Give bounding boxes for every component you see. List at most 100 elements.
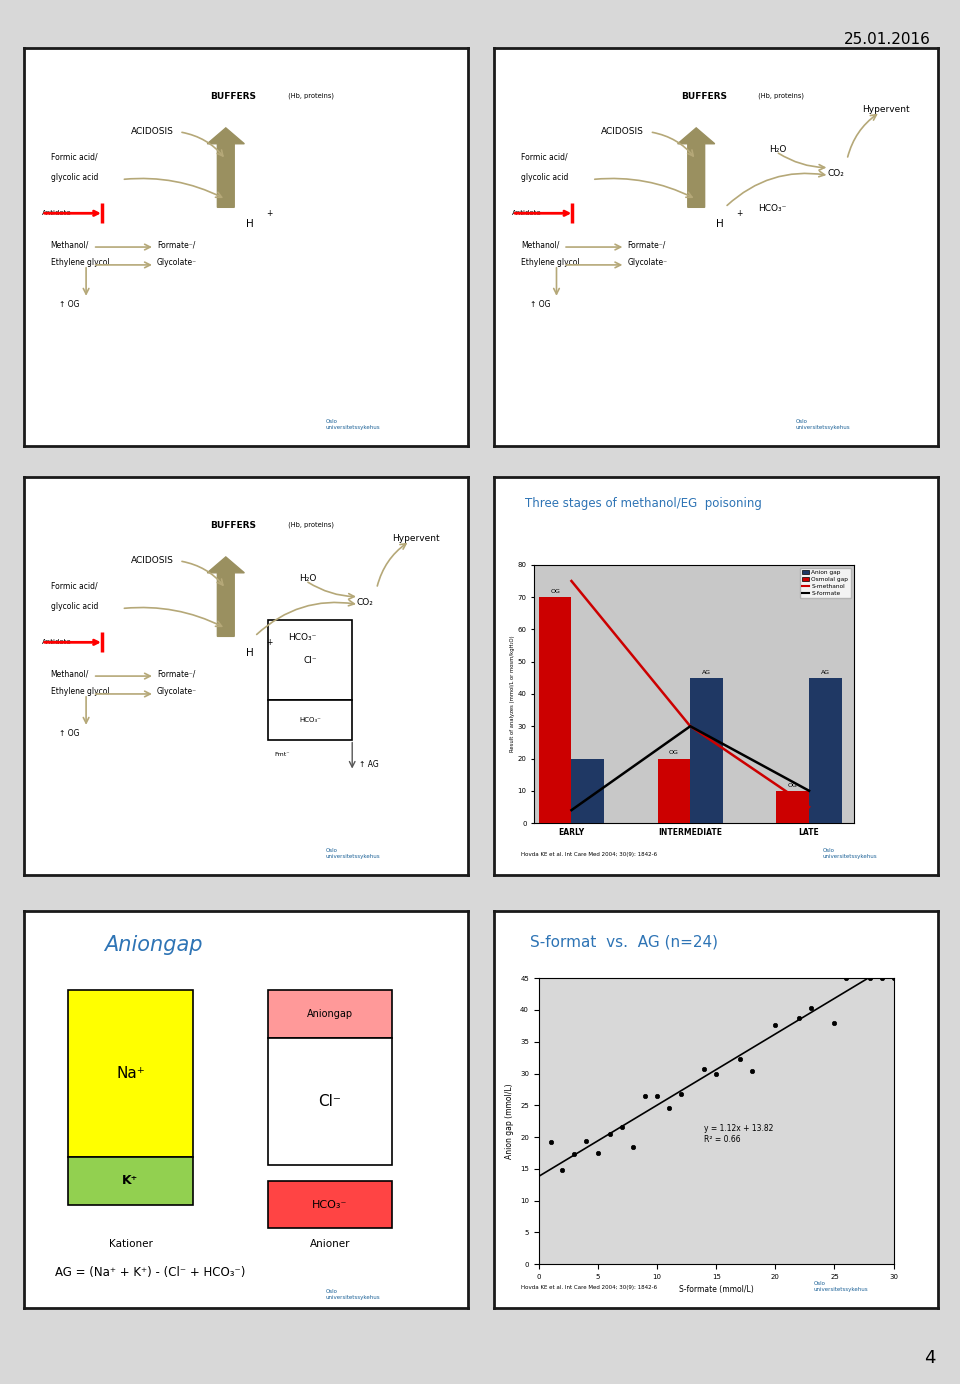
Y-axis label: Anion gap (mmol/L): Anion gap (mmol/L) — [506, 1084, 515, 1158]
Text: Oslo
universitetssykehus: Oslo universitetssykehus — [325, 418, 380, 430]
Point — [602, 1122, 617, 1145]
Text: Ethylene glycol: Ethylene glycol — [521, 257, 580, 267]
FancyArrow shape — [207, 556, 245, 637]
Point — [566, 1143, 582, 1165]
Bar — [68, 990, 193, 1157]
Text: OG: OG — [550, 590, 560, 594]
Text: AG: AG — [702, 670, 711, 674]
Text: Hypervent: Hypervent — [392, 534, 440, 543]
Bar — [571, 758, 604, 823]
Text: (Hb, proteins): (Hb, proteins) — [286, 522, 334, 529]
Text: Formic acid/: Formic acid/ — [51, 152, 97, 162]
Text: Formate⁻/: Formate⁻/ — [628, 239, 666, 249]
Text: CO₂: CO₂ — [357, 598, 373, 606]
Text: Antidote: Antidote — [512, 210, 541, 216]
Text: Aniongap: Aniongap — [307, 1009, 353, 1019]
Bar — [809, 678, 842, 823]
FancyArrow shape — [678, 127, 715, 208]
Bar — [539, 597, 571, 823]
Text: Formate⁻/: Formate⁻/ — [157, 239, 196, 249]
Text: CO₂: CO₂ — [828, 169, 844, 177]
Text: Oslo
universitetssykehus: Oslo universitetssykehus — [325, 847, 380, 859]
Point — [827, 1012, 842, 1034]
Text: H: H — [246, 219, 253, 230]
Text: Na⁺: Na⁺ — [116, 1066, 145, 1081]
Point — [649, 1085, 664, 1107]
Text: Antidote: Antidote — [41, 210, 71, 216]
Text: H: H — [716, 219, 724, 230]
Text: +: + — [736, 209, 742, 219]
Point — [862, 967, 877, 990]
Text: ↑ AG: ↑ AG — [359, 760, 378, 770]
Y-axis label: Result of analyzes (mmol/L or mosm/kgH₂O): Result of analyzes (mmol/L or mosm/kgH₂O… — [510, 635, 515, 753]
Text: HCO₃⁻: HCO₃⁻ — [288, 634, 316, 642]
Point — [732, 1048, 748, 1070]
Text: ↑ OG: ↑ OG — [60, 299, 80, 309]
Text: (Hb, proteins): (Hb, proteins) — [756, 93, 804, 100]
Text: +: + — [266, 209, 272, 219]
Text: Ethylene glycol: Ethylene glycol — [51, 257, 109, 267]
Bar — [268, 700, 352, 739]
Text: H: H — [246, 648, 253, 659]
Text: y = 1.12x + 13.82
R² = 0.66: y = 1.12x + 13.82 R² = 0.66 — [705, 1124, 774, 1143]
Bar — [268, 1038, 392, 1165]
Point — [673, 1082, 688, 1104]
Text: Aniongap: Aniongap — [104, 934, 203, 955]
Text: Formate⁻/: Formate⁻/ — [157, 668, 196, 678]
Text: Fmt⁻: Fmt⁻ — [275, 752, 290, 757]
Text: HCO₃⁻: HCO₃⁻ — [758, 205, 786, 213]
Text: Cl⁻: Cl⁻ — [319, 1093, 342, 1109]
Text: AG = (Na⁺ + K⁺) - (Cl⁻ + HCO₃⁻): AG = (Na⁺ + K⁺) - (Cl⁻ + HCO₃⁻) — [55, 1265, 246, 1279]
Text: HCO₃⁻: HCO₃⁻ — [312, 1200, 348, 1210]
Point — [791, 1006, 806, 1028]
Text: OG: OG — [788, 782, 798, 787]
Text: Methanol/: Methanol/ — [51, 668, 89, 678]
Text: Oslo
universitetssykehus: Oslo universitetssykehus — [796, 418, 851, 430]
Text: HCO₃⁻: HCO₃⁻ — [300, 717, 321, 722]
Text: Hovda KE et al. Int Care Med 2004; 30(9): 1842-6: Hovda KE et al. Int Care Med 2004; 30(9)… — [521, 1284, 658, 1290]
Text: glycolic acid: glycolic acid — [521, 173, 568, 181]
Text: Three stages of methanol/EG  poisoning: Three stages of methanol/EG poisoning — [525, 497, 762, 511]
Text: BUFFERS: BUFFERS — [681, 91, 727, 101]
Point — [590, 1142, 606, 1164]
Text: Glycolate⁻: Glycolate⁻ — [628, 257, 667, 267]
Text: Glycolate⁻: Glycolate⁻ — [157, 257, 197, 267]
X-axis label: S-formate (mmol/L): S-formate (mmol/L) — [679, 1286, 754, 1294]
Text: OG: OG — [669, 750, 679, 756]
Point — [768, 1014, 783, 1037]
Point — [886, 967, 901, 990]
Bar — [690, 678, 723, 823]
Text: Formic acid/: Formic acid/ — [521, 152, 567, 162]
Text: ACIDOSIS: ACIDOSIS — [131, 127, 174, 137]
Point — [626, 1136, 641, 1158]
Text: K⁺: K⁺ — [122, 1174, 138, 1187]
Point — [839, 967, 854, 990]
Legend: Anion gap, Osmolal gap, S-methanol, S-formate: Anion gap, Osmolal gap, S-methanol, S-fo… — [800, 567, 851, 598]
Bar — [268, 990, 392, 1038]
Text: Methanol/: Methanol/ — [521, 239, 560, 249]
FancyArrow shape — [207, 127, 245, 208]
Point — [637, 1085, 653, 1107]
Text: Hypervent: Hypervent — [862, 105, 910, 113]
Text: Oslo
universitetssykehus: Oslo universitetssykehus — [814, 1280, 869, 1293]
Text: BUFFERS: BUFFERS — [210, 520, 256, 530]
Text: ↑ OG: ↑ OG — [530, 299, 550, 309]
Text: 4: 4 — [924, 1349, 936, 1367]
Point — [804, 998, 819, 1020]
Point — [613, 1116, 629, 1138]
Text: Formic acid/: Formic acid/ — [51, 581, 97, 591]
Text: S-format  vs.  AG (n=24): S-format vs. AG (n=24) — [530, 934, 718, 949]
Point — [578, 1131, 593, 1153]
Point — [708, 1063, 724, 1085]
Text: +: + — [266, 638, 272, 648]
Text: ACIDOSIS: ACIDOSIS — [601, 127, 644, 137]
Text: Antidote: Antidote — [41, 639, 71, 645]
Text: Ethylene glycol: Ethylene glycol — [51, 686, 109, 696]
Text: Kationer: Kationer — [108, 1239, 153, 1250]
Text: Hovda KE et al. Int Care Med 2004; 30(9): 1842-6: Hovda KE et al. Int Care Med 2004; 30(9)… — [521, 851, 658, 857]
Text: 25.01.2016: 25.01.2016 — [845, 32, 931, 47]
Text: ↑ OG: ↑ OG — [60, 728, 80, 738]
Text: Oslo
universitetssykehus: Oslo universitetssykehus — [325, 1289, 380, 1300]
Text: H₂O: H₂O — [769, 145, 787, 154]
Text: (Hb, proteins): (Hb, proteins) — [286, 93, 334, 100]
